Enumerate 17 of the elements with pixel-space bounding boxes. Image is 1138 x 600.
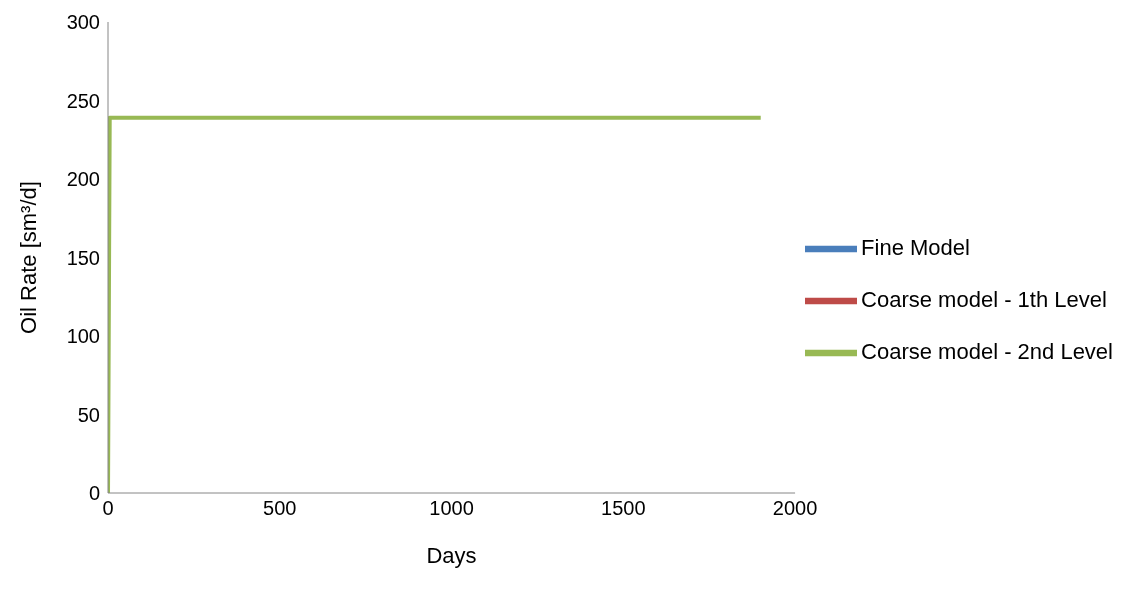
legend-label: Coarse model - 1th Level: [861, 286, 1107, 312]
legend-label: Fine Model: [861, 234, 970, 260]
x-tick-label: 0: [102, 497, 114, 520]
y-axis-title: Oil Rate [sm³/d]: [15, 181, 41, 334]
x-tick-label: 2000: [772, 497, 818, 520]
y-tick-label: 250: [66, 89, 100, 112]
x-axis-title: Days: [426, 543, 477, 568]
y-tick-label: 0: [88, 482, 100, 505]
y-tick-label: 150: [66, 246, 100, 269]
y-tick-label: 300: [66, 11, 100, 34]
legend-label: Coarse model - 2nd Level: [861, 338, 1113, 364]
x-tick-label: 500: [263, 497, 297, 520]
y-tick-label: 100: [66, 325, 100, 348]
x-tick-label: 1500: [601, 497, 646, 520]
y-tick-label: 50: [77, 403, 100, 426]
x-tick-label: 1000: [429, 497, 474, 520]
y-tick-label: 200: [66, 168, 100, 191]
